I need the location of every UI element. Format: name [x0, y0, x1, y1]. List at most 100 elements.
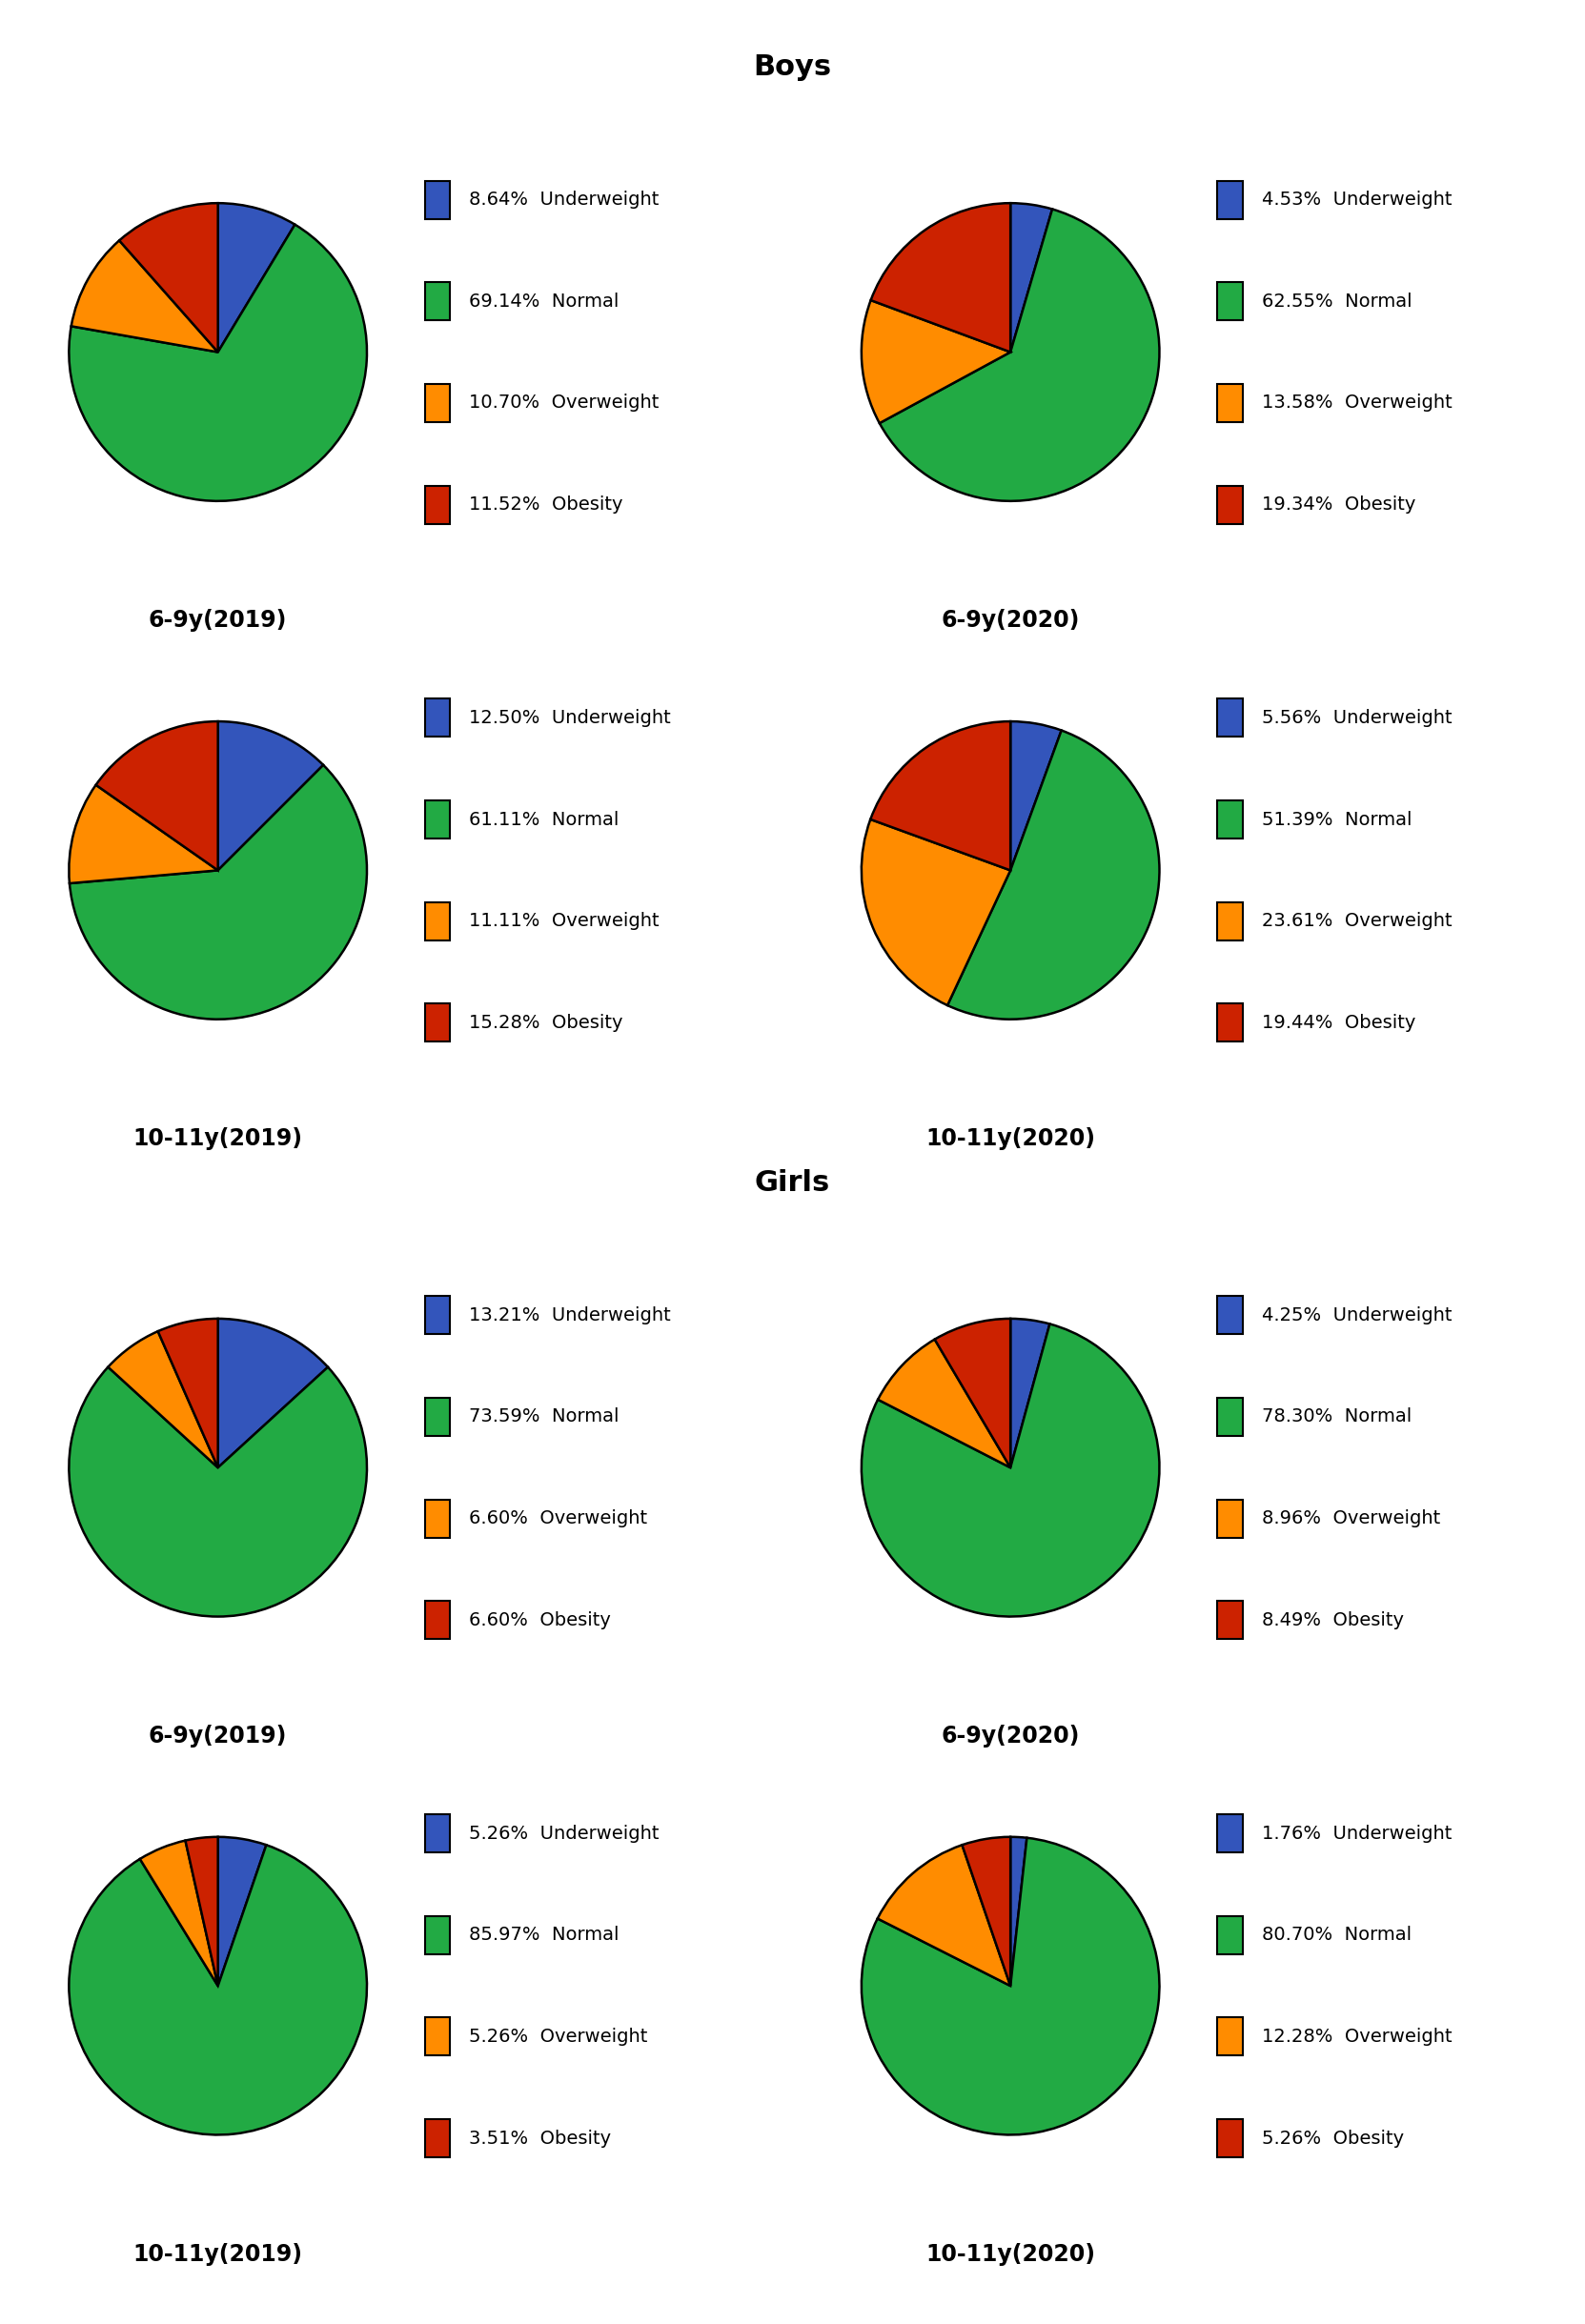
Text: 78.30%  Normal: 78.30% Normal	[1262, 1408, 1412, 1427]
Text: 69.14%  Normal: 69.14% Normal	[469, 293, 620, 311]
Wedge shape	[935, 1318, 1011, 1469]
Wedge shape	[70, 765, 366, 1020]
FancyBboxPatch shape	[1217, 1004, 1243, 1041]
Text: 85.97%  Normal: 85.97% Normal	[469, 1927, 620, 1945]
Text: 6.60%  Obesity: 6.60% Obesity	[469, 1611, 612, 1629]
FancyBboxPatch shape	[425, 281, 450, 321]
Text: 10-11y(2020): 10-11y(2020)	[926, 2243, 1095, 2266]
Text: 23.61%  Overweight: 23.61% Overweight	[1262, 911, 1452, 930]
Text: Boys: Boys	[753, 53, 832, 81]
Text: 62.55%  Normal: 62.55% Normal	[1262, 293, 1412, 311]
Wedge shape	[158, 1318, 219, 1469]
Wedge shape	[185, 1836, 219, 1985]
FancyBboxPatch shape	[425, 799, 450, 839]
Text: 73.59%  Normal: 73.59% Normal	[469, 1408, 620, 1427]
FancyBboxPatch shape	[425, 2119, 450, 2157]
Wedge shape	[70, 1367, 366, 1618]
Wedge shape	[71, 239, 219, 351]
Text: 11.11%  Overweight: 11.11% Overweight	[469, 911, 659, 930]
Text: 1.76%  Underweight: 1.76% Underweight	[1262, 1824, 1452, 1843]
FancyBboxPatch shape	[1217, 1499, 1243, 1538]
FancyBboxPatch shape	[1217, 181, 1243, 218]
Text: 10-11y(2019): 10-11y(2019)	[133, 1127, 303, 1150]
Text: 61.11%  Normal: 61.11% Normal	[469, 811, 620, 830]
Wedge shape	[1010, 202, 1052, 351]
Text: 6-9y(2019): 6-9y(2019)	[149, 1724, 287, 1748]
FancyBboxPatch shape	[1217, 1601, 1243, 1638]
Wedge shape	[962, 1836, 1011, 1985]
Wedge shape	[870, 720, 1011, 869]
FancyBboxPatch shape	[1217, 281, 1243, 321]
Wedge shape	[108, 1332, 219, 1469]
FancyBboxPatch shape	[425, 1601, 450, 1638]
Wedge shape	[217, 1836, 266, 1985]
FancyBboxPatch shape	[1217, 1397, 1243, 1436]
FancyBboxPatch shape	[1217, 902, 1243, 941]
Wedge shape	[95, 720, 219, 869]
Text: 4.53%  Underweight: 4.53% Underweight	[1262, 191, 1452, 209]
FancyBboxPatch shape	[425, 486, 450, 523]
FancyBboxPatch shape	[425, 181, 450, 218]
FancyBboxPatch shape	[425, 2017, 450, 2057]
FancyBboxPatch shape	[425, 1499, 450, 1538]
Wedge shape	[70, 786, 219, 883]
Wedge shape	[862, 1325, 1159, 1618]
FancyBboxPatch shape	[425, 1397, 450, 1436]
Text: 5.26%  Overweight: 5.26% Overweight	[469, 2027, 648, 2045]
Wedge shape	[139, 1841, 219, 1985]
Wedge shape	[217, 1318, 328, 1469]
Text: 19.44%  Obesity: 19.44% Obesity	[1262, 1013, 1415, 1032]
Text: 51.39%  Normal: 51.39% Normal	[1262, 811, 1412, 830]
Text: 10-11y(2019): 10-11y(2019)	[133, 2243, 303, 2266]
FancyBboxPatch shape	[1217, 383, 1243, 423]
Text: 13.58%  Overweight: 13.58% Overweight	[1262, 393, 1452, 411]
FancyBboxPatch shape	[425, 383, 450, 423]
Text: 5.26%  Underweight: 5.26% Underweight	[469, 1824, 659, 1843]
FancyBboxPatch shape	[1217, 799, 1243, 839]
Wedge shape	[948, 730, 1160, 1020]
Text: 4.25%  Underweight: 4.25% Underweight	[1262, 1306, 1452, 1325]
Wedge shape	[217, 720, 323, 869]
FancyBboxPatch shape	[1217, 2017, 1243, 2057]
Text: 8.96%  Overweight: 8.96% Overweight	[1262, 1508, 1441, 1527]
FancyBboxPatch shape	[1217, 2119, 1243, 2157]
Text: 3.51%  Obesity: 3.51% Obesity	[469, 2129, 612, 2147]
Wedge shape	[880, 209, 1159, 502]
Text: 10-11y(2020): 10-11y(2020)	[926, 1127, 1095, 1150]
Text: 12.28%  Overweight: 12.28% Overweight	[1262, 2027, 1452, 2045]
Text: 12.50%  Underweight: 12.50% Underweight	[469, 709, 670, 727]
Wedge shape	[1010, 720, 1062, 869]
FancyBboxPatch shape	[425, 1004, 450, 1041]
Wedge shape	[1010, 1318, 1049, 1469]
Text: 8.64%  Underweight: 8.64% Underweight	[469, 191, 659, 209]
Wedge shape	[870, 202, 1011, 351]
Text: 13.21%  Underweight: 13.21% Underweight	[469, 1306, 670, 1325]
FancyBboxPatch shape	[1217, 486, 1243, 523]
FancyBboxPatch shape	[425, 902, 450, 941]
Wedge shape	[878, 1845, 1011, 1985]
Text: 5.56%  Underweight: 5.56% Underweight	[1262, 709, 1452, 727]
Wedge shape	[70, 225, 366, 502]
Wedge shape	[862, 300, 1011, 423]
FancyBboxPatch shape	[1217, 1915, 1243, 1954]
Text: 6.60%  Overweight: 6.60% Overweight	[469, 1508, 648, 1527]
Wedge shape	[862, 1838, 1159, 2136]
Wedge shape	[1010, 1836, 1027, 1985]
Text: 6-9y(2020): 6-9y(2020)	[941, 1724, 1079, 1748]
Wedge shape	[862, 820, 1011, 1006]
Text: 6-9y(2019): 6-9y(2019)	[149, 609, 287, 632]
Text: 5.26%  Obesity: 5.26% Obesity	[1262, 2129, 1404, 2147]
Text: Girls: Girls	[754, 1169, 831, 1197]
Text: 10.70%  Overweight: 10.70% Overweight	[469, 393, 659, 411]
Text: 6-9y(2020): 6-9y(2020)	[941, 609, 1079, 632]
Text: 11.52%  Obesity: 11.52% Obesity	[469, 495, 623, 514]
FancyBboxPatch shape	[1217, 1297, 1243, 1334]
FancyBboxPatch shape	[1217, 700, 1243, 737]
Wedge shape	[119, 202, 219, 351]
Text: 8.49%  Obesity: 8.49% Obesity	[1262, 1611, 1404, 1629]
Wedge shape	[68, 1845, 366, 2136]
Text: 80.70%  Normal: 80.70% Normal	[1262, 1927, 1411, 1945]
FancyBboxPatch shape	[425, 1815, 450, 1852]
Text: 19.34%  Obesity: 19.34% Obesity	[1262, 495, 1415, 514]
FancyBboxPatch shape	[425, 1915, 450, 1954]
